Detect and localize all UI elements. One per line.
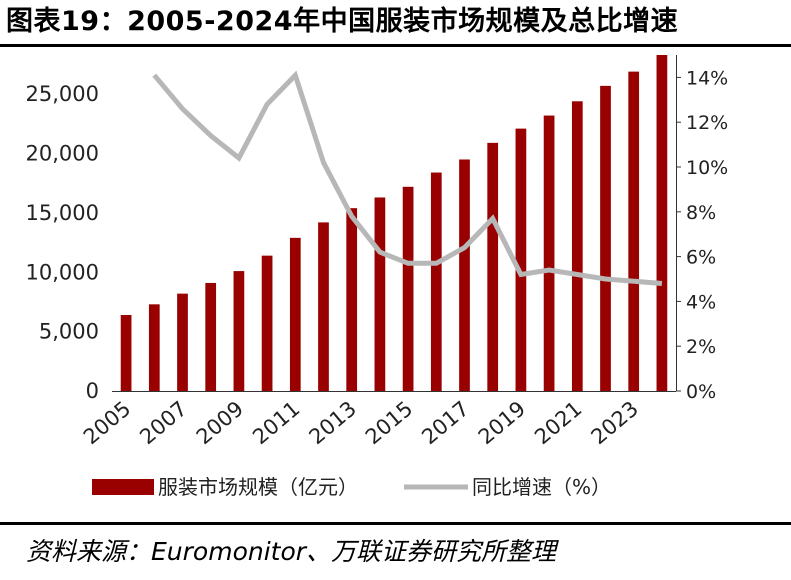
bar-series <box>120 55 668 392</box>
bar-2023 <box>628 71 640 392</box>
bar-2015 <box>402 186 414 391</box>
bar-2024 <box>656 55 668 391</box>
bar-2008 <box>205 282 217 391</box>
bar-2020 <box>543 115 555 392</box>
bar-2011 <box>289 237 301 391</box>
right-tick-label: 10% <box>686 157 728 179</box>
right-tick-label: 4% <box>686 291 716 313</box>
bar-2012 <box>318 222 329 391</box>
bar-2019 <box>515 128 527 392</box>
bar-2022 <box>600 85 611 391</box>
right-tick-label: 8% <box>686 202 716 224</box>
x-tick-label: 2005 <box>79 396 135 449</box>
right-tick-label: 14% <box>686 67 728 89</box>
bar-2009 <box>233 271 245 391</box>
bar-2014 <box>374 197 386 391</box>
source-note: 资料来源：Euromonitor、万联证券研究所整理 <box>26 537 557 566</box>
chart: 0 5,000 10,000 15,000 20,000 25,000 0% 2% 4% 6% 8%… <box>26 55 728 499</box>
right-tick-label: 2% <box>686 336 716 358</box>
x-tick-label: 2019 <box>474 396 530 449</box>
x-tick-label: 2007 <box>135 396 191 449</box>
x-tick-label: 2023 <box>587 396 643 449</box>
growth-line <box>152 70 663 286</box>
bar-2017 <box>459 159 470 391</box>
bar-2016 <box>430 172 442 391</box>
title-rule <box>0 44 791 47</box>
line-series <box>152 70 663 286</box>
legend-line-label: 同比增速（%） <box>472 475 611 499</box>
left-tick-label: 5,000 <box>39 320 99 344</box>
legend-bar-label: 服装市场规模（亿元） <box>158 475 358 499</box>
left-tick-label: 15,000 <box>26 201 99 225</box>
bar-2018 <box>487 142 499 391</box>
bar-2013 <box>346 208 358 391</box>
bar-2007 <box>177 293 188 391</box>
chart-title: 图表19：2005-2024年中国服装市场规模及总比增速 <box>6 6 679 37</box>
right-tick-label: 6% <box>686 247 716 269</box>
left-tick-label: 25,000 <box>26 82 99 106</box>
source-rule <box>0 522 791 525</box>
right-tick-label: 12% <box>686 112 728 134</box>
x-tick-label: 2011 <box>248 396 304 449</box>
legend-bar-swatch <box>92 479 154 495</box>
bar-2005 <box>120 315 132 391</box>
x-tick-label: 2009 <box>192 396 248 449</box>
bar-2006 <box>148 304 160 391</box>
legend: 服装市场规模（亿元） 同比增速（%） <box>92 475 611 499</box>
left-tick-label: 10,000 <box>26 260 99 284</box>
right-tick-label: 0% <box>686 381 716 403</box>
x-tick-label: 2021 <box>530 396 586 449</box>
x-tick-label: 2013 <box>305 396 361 449</box>
left-tick-label: 20,000 <box>26 142 99 166</box>
bar-2021 <box>571 101 583 392</box>
left-tick-label: 0 <box>86 379 99 403</box>
x-tick-label: 2017 <box>417 396 473 449</box>
x-tick-label: 2015 <box>361 396 417 449</box>
bar-2010 <box>261 255 273 391</box>
